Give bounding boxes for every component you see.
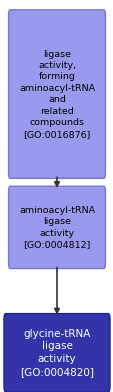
FancyBboxPatch shape	[4, 314, 109, 392]
Text: aminoacyl-tRNA
ligase
activity
[GO:0004812]: aminoacyl-tRNA ligase activity [GO:00048…	[19, 206, 94, 249]
FancyBboxPatch shape	[8, 186, 105, 269]
Text: glycine-tRNA
ligase
activity
[GO:0004820]: glycine-tRNA ligase activity [GO:0004820…	[20, 328, 93, 377]
FancyBboxPatch shape	[8, 10, 105, 178]
Text: ligase
activity,
forming
aminoacyl-tRNA
and
related
compounds
[GO:0016876]: ligase activity, forming aminoacyl-tRNA …	[19, 49, 94, 139]
